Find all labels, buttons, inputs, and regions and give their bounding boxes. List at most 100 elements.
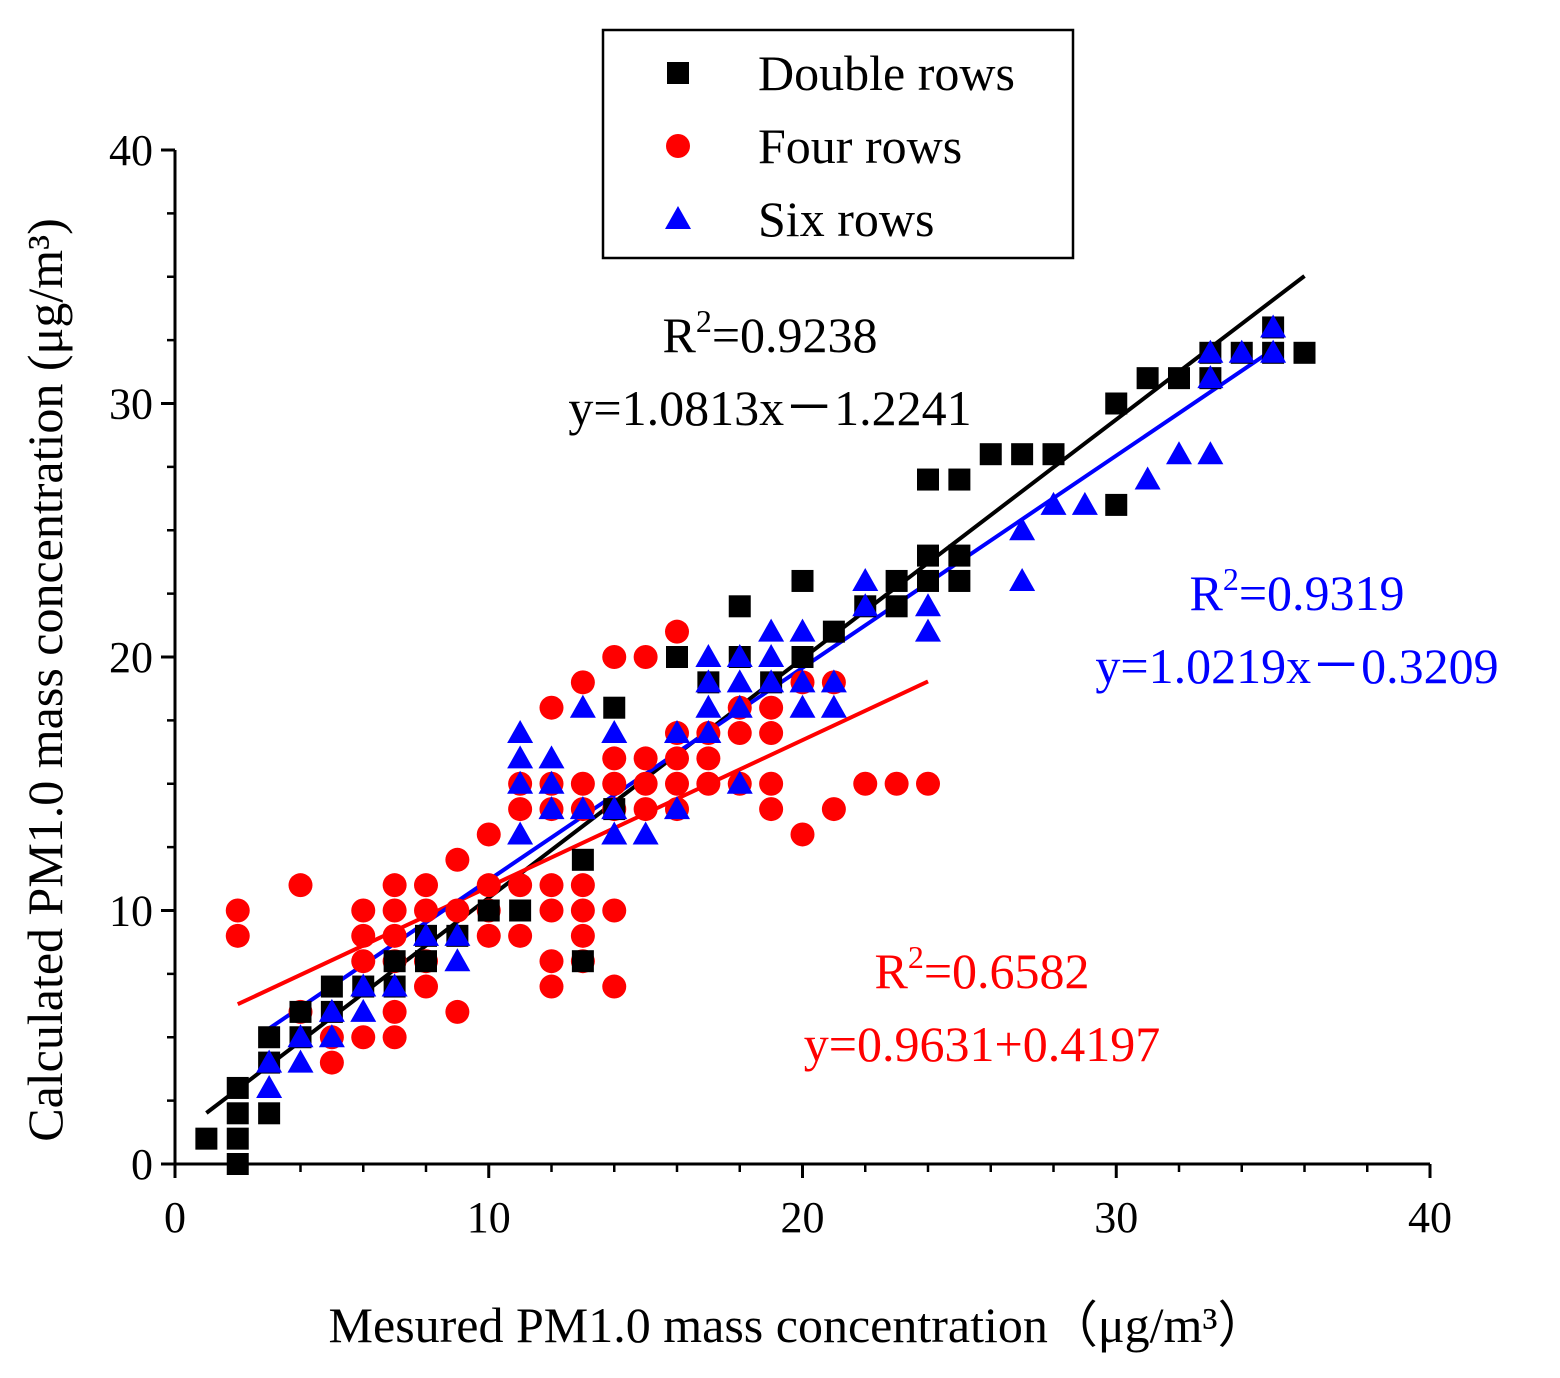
point-circle-1-54 (633, 645, 658, 669)
point-circle-1-72 (821, 797, 846, 822)
x-axis-label: Mesured PM1.0 mass concentration（μg/m³） (329, 1297, 1268, 1353)
point-circle-1-22 (445, 847, 470, 872)
point-triangle-2-19 (569, 796, 596, 820)
point-square-0-15 (415, 950, 437, 973)
point-circle-1-0 (225, 923, 250, 948)
point-triangle-2-21 (601, 821, 628, 845)
point-circle-1-11 (382, 999, 407, 1024)
point-triangle-2-32 (726, 694, 753, 718)
point-triangle-2-49 (1040, 491, 1067, 515)
x-tick-label: 30 (1094, 1193, 1138, 1242)
point-square-0-36 (917, 544, 939, 567)
point-circle-1-66 (759, 797, 784, 822)
point-circle-1-56 (665, 771, 689, 796)
point-triangle-2-34 (726, 644, 753, 667)
x-tick-label: 0 (164, 1193, 186, 1242)
point-circle-1-19 (414, 873, 438, 898)
point-triangle-2-46 (915, 593, 941, 617)
point-triangle-2-29 (695, 669, 722, 693)
point-triangle-2-0 (256, 1074, 283, 1098)
point-circle-1-68 (759, 721, 784, 746)
point-circle-1-60 (696, 771, 721, 796)
point-triangle-2-10 (444, 948, 471, 972)
y-tick-label: 10 (109, 887, 153, 936)
x-tick-label: 40 (1408, 1193, 1452, 1242)
point-square-0-40 (948, 468, 971, 491)
legend-marker-2 (665, 206, 691, 229)
point-triangle-2-1 (256, 1049, 283, 1073)
point-circle-1-52 (633, 771, 658, 796)
r2-R: R (662, 307, 696, 363)
point-triangle-2-41 (820, 694, 847, 718)
y-tick-label: 30 (109, 380, 153, 429)
point-circle-1-9 (351, 898, 376, 923)
point-circle-1-75 (884, 771, 909, 796)
r2-R: R (1189, 565, 1223, 621)
point-triangle-2-22 (601, 796, 628, 820)
point-circle-1-44 (570, 670, 595, 695)
point-triangle-2-7 (350, 973, 377, 997)
point-square-0-3 (226, 1102, 249, 1125)
point-triangle-2-24 (632, 821, 659, 845)
point-circle-1-70 (790, 822, 815, 847)
point-triangle-2-50 (1071, 491, 1098, 515)
point-circle-1-43 (570, 771, 595, 796)
y-axis-label: Calculated PM1.0 mass concentration (μg/… (17, 218, 73, 1142)
point-circle-1-25 (476, 873, 501, 898)
point-triangle-2-5 (318, 998, 345, 1022)
point-triangle-2-14 (507, 745, 534, 769)
point-circle-1-21 (445, 898, 470, 923)
point-triangle-2-2 (287, 1049, 314, 1073)
point-circle-1-64 (727, 721, 752, 746)
point-triangle-2-47 (1009, 567, 1036, 591)
legend-marker-0 (667, 62, 689, 84)
point-circle-1-18 (414, 898, 438, 923)
point-circle-1-31 (539, 974, 564, 999)
point-triangle-2-37 (758, 618, 785, 642)
point-circle-1-61 (696, 746, 721, 771)
point-square-0-41 (979, 443, 1002, 466)
point-triangle-2-36 (758, 644, 785, 667)
point-square-0-4 (226, 1076, 249, 1099)
point-triangle-2-9 (413, 922, 439, 946)
point-circle-1-49 (602, 746, 627, 771)
point-square-0-33 (885, 595, 908, 618)
point-triangle-2-6 (350, 998, 377, 1022)
y-tick-label: 40 (109, 126, 153, 175)
legend: Double rows Four rows Six rows (601, 28, 1075, 260)
point-triangle-2-45 (915, 618, 941, 642)
point-circle-1-10 (382, 1025, 407, 1050)
point-square-0-20 (571, 950, 594, 973)
point-triangle-2-3 (287, 1024, 314, 1048)
r2-superscript: 2 (696, 303, 712, 339)
point-circle-1-20 (445, 999, 470, 1024)
point-circle-1-46 (602, 898, 627, 923)
point-square-0-19 (509, 899, 532, 922)
point-square-0-24 (666, 646, 688, 668)
equation-label-1: y=0.9631+0.4197 (804, 1016, 1160, 1072)
legend-label-0: Double rows (758, 45, 1015, 101)
point-circle-1-45 (602, 974, 627, 999)
point-square-0-14 (383, 950, 406, 973)
axes: 0 10 20 30 40 0 10 20 30 40 Mesured PM1.0 mass con… (17, 126, 1452, 1353)
point-circle-1-69 (759, 695, 784, 720)
legend-label-2: Six rows (758, 191, 934, 247)
y-tick-label: 20 (109, 633, 153, 682)
point-triangle-2-11 (444, 922, 471, 946)
point-circle-1-6 (351, 1025, 376, 1050)
point-circle-1-27 (508, 923, 533, 948)
point-triangle-2-51 (1134, 466, 1161, 490)
point-triangle-2-52 (1166, 441, 1192, 465)
point-triangle-2-39 (789, 669, 816, 693)
point-triangle-2-33 (726, 669, 753, 693)
point-circle-1-15 (382, 873, 407, 898)
point-triangle-2-30 (695, 644, 722, 667)
point-square-0-39 (948, 544, 971, 567)
point-triangle-2-44 (852, 567, 879, 591)
point-triangle-2-15 (507, 720, 534, 744)
point-circle-1-34 (539, 873, 564, 898)
point-triangle-2-25 (664, 796, 690, 820)
fit-line-1 (236, 679, 929, 1007)
point-square-0-7 (258, 1026, 281, 1049)
